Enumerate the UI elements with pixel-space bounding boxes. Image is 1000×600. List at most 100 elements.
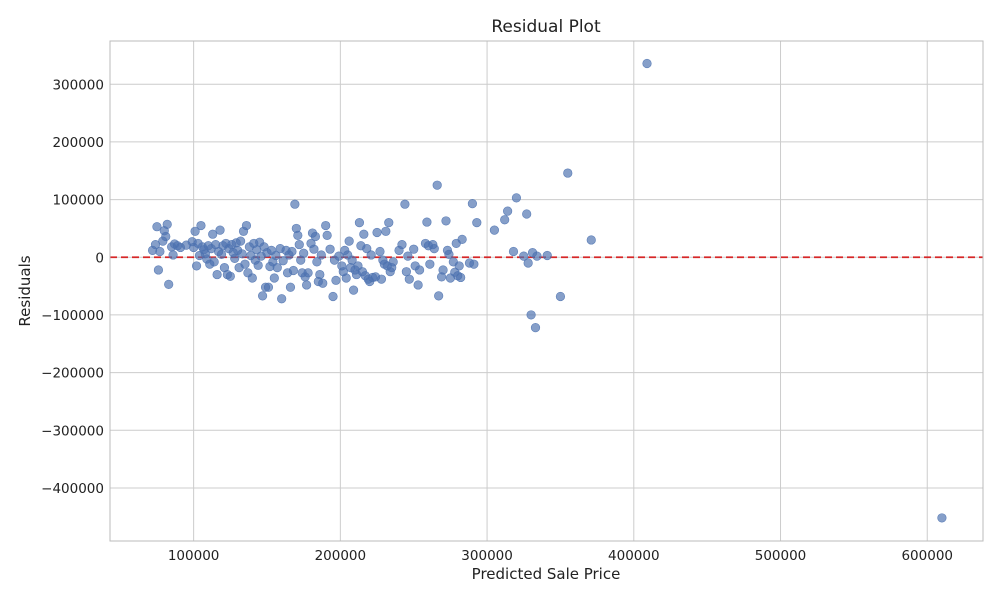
scatter-point xyxy=(237,249,247,259)
scatter-point xyxy=(642,58,652,69)
plot-area xyxy=(110,41,983,541)
scatter-point xyxy=(532,251,542,261)
scatter-point xyxy=(191,261,202,271)
scatter-points xyxy=(147,58,947,523)
scatter-point xyxy=(216,249,227,259)
scatter-point xyxy=(190,226,200,236)
scatter-point xyxy=(530,323,541,333)
y-tick-label: 100000 xyxy=(52,193,104,209)
x-tick-label: 500000 xyxy=(755,548,807,564)
x-axis-label: Predicted Sale Price xyxy=(472,565,621,583)
scatter-point xyxy=(287,246,297,257)
plot-frame xyxy=(109,40,984,542)
scatter-point xyxy=(354,218,365,228)
scatter-point xyxy=(456,272,466,283)
x-tick-label: 600000 xyxy=(901,548,953,564)
scatter-point xyxy=(240,259,250,269)
scatter-point xyxy=(441,216,451,226)
scatter-point xyxy=(247,273,257,283)
x-tick-label: 200000 xyxy=(315,548,367,564)
scatter-point xyxy=(164,279,174,289)
scatter-point xyxy=(168,250,178,260)
scatter-point xyxy=(400,199,410,209)
scatter-point xyxy=(375,246,385,257)
scatter-point xyxy=(269,273,279,283)
scatter-point xyxy=(508,246,519,257)
scatter-point xyxy=(472,218,482,228)
scatter-point xyxy=(155,246,165,257)
scatter-point xyxy=(294,239,304,250)
scatter-point xyxy=(489,225,500,235)
scatter-point xyxy=(278,256,288,266)
scatter-point xyxy=(328,291,338,302)
scatter-point xyxy=(563,168,573,178)
tick-labels: 100000 200000 300000 400000 500000 600000 3000… xyxy=(41,77,953,564)
scatter-point xyxy=(288,265,299,276)
scatter-point xyxy=(325,244,335,254)
scatter-point xyxy=(429,244,439,254)
scatter-point xyxy=(403,251,413,261)
y-tick-label: −200000 xyxy=(41,366,104,382)
scatter-point xyxy=(272,263,282,273)
scatter-point xyxy=(438,265,448,275)
scatter-point xyxy=(263,282,274,292)
scatter-point xyxy=(503,206,513,216)
y-tick-label: −300000 xyxy=(41,423,104,439)
y-tick-label: 200000 xyxy=(52,135,104,151)
scatter-point xyxy=(303,268,313,278)
scatter-point xyxy=(293,230,303,240)
scatter-point xyxy=(409,244,419,254)
scatter-point xyxy=(253,260,263,270)
scatter-point xyxy=(344,236,354,246)
scatter-point xyxy=(414,265,425,275)
scatter-point xyxy=(196,220,206,231)
scatter-point xyxy=(348,285,359,295)
scatter-point xyxy=(230,253,240,264)
scatter-point xyxy=(376,274,387,284)
scatter-point xyxy=(381,226,391,236)
scatter-point xyxy=(257,291,268,301)
y-tick-label: 300000 xyxy=(52,77,104,93)
scatter-point xyxy=(309,244,319,254)
scatter-point xyxy=(152,222,162,232)
scatter-point xyxy=(277,294,287,304)
scatter-point xyxy=(500,215,510,225)
scatter-point xyxy=(209,257,219,267)
scatter-point xyxy=(290,199,300,209)
y-tick-label: 0 xyxy=(95,250,104,266)
chart-title: Residual Plot xyxy=(491,17,601,37)
scatter-point xyxy=(457,234,467,244)
scatter-point xyxy=(586,235,596,245)
scatter-point xyxy=(366,250,376,260)
scatter-point xyxy=(302,280,312,290)
scatter-point xyxy=(347,255,357,265)
scatter-point xyxy=(312,257,322,267)
scatter-point xyxy=(285,282,296,292)
scatter-point xyxy=(271,250,281,261)
scatter-point xyxy=(322,230,332,240)
scatter-point xyxy=(413,280,423,290)
scatter-point xyxy=(331,275,341,285)
scatter-point xyxy=(359,229,369,239)
scatter-point xyxy=(212,269,222,280)
scatter-point xyxy=(404,274,414,284)
y-axis-label: Residuals xyxy=(16,255,34,326)
scatter-point xyxy=(397,239,407,250)
scatter-point xyxy=(241,220,252,231)
scatter-point xyxy=(511,193,522,203)
x-tick-label: 400000 xyxy=(608,548,660,564)
scatter-point xyxy=(526,310,536,320)
x-tick-label: 300000 xyxy=(461,548,513,564)
scatter-point xyxy=(519,251,529,261)
scatter-point xyxy=(522,209,532,219)
scatter-point xyxy=(469,259,479,269)
scatter-point xyxy=(388,257,398,267)
scatter-point xyxy=(235,236,246,246)
y-tick-label: −100000 xyxy=(41,308,104,324)
scatter-point xyxy=(153,265,164,275)
scatter-point xyxy=(384,218,394,228)
scatter-point xyxy=(542,250,552,261)
scatter-point xyxy=(316,250,326,260)
scatter-point xyxy=(432,180,442,190)
